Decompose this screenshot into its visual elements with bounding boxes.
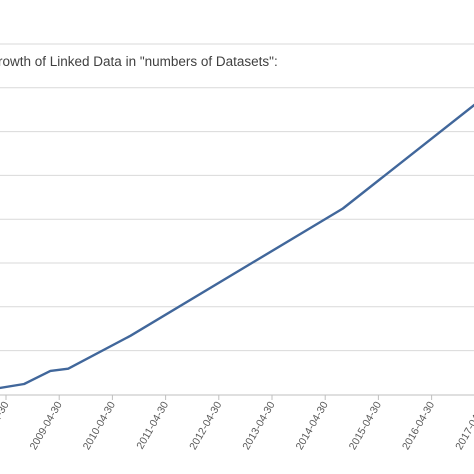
x-tick-label: 2011-04-30 — [134, 399, 171, 451]
chart-title: rowth of Linked Data in "numbers of Data… — [0, 54, 278, 69]
x-tick-label: 2013-04-30 — [240, 399, 277, 452]
x-tick-label: 2015-04-30 — [347, 399, 384, 452]
x-tick-label: 2016-04-30 — [400, 399, 437, 452]
x-tick-label: 2017-04-30 — [453, 399, 474, 452]
x-tick-label: 2009-04-30 — [28, 399, 65, 452]
x-tick-label: 2012-04-30 — [187, 399, 224, 452]
x-tick-label: 2014-04-30 — [294, 399, 331, 452]
x-tick-label: 2010-04-30 — [81, 399, 118, 452]
x-tick-label: 2008-04-30 — [0, 399, 12, 452]
series-line — [0, 103, 474, 390]
